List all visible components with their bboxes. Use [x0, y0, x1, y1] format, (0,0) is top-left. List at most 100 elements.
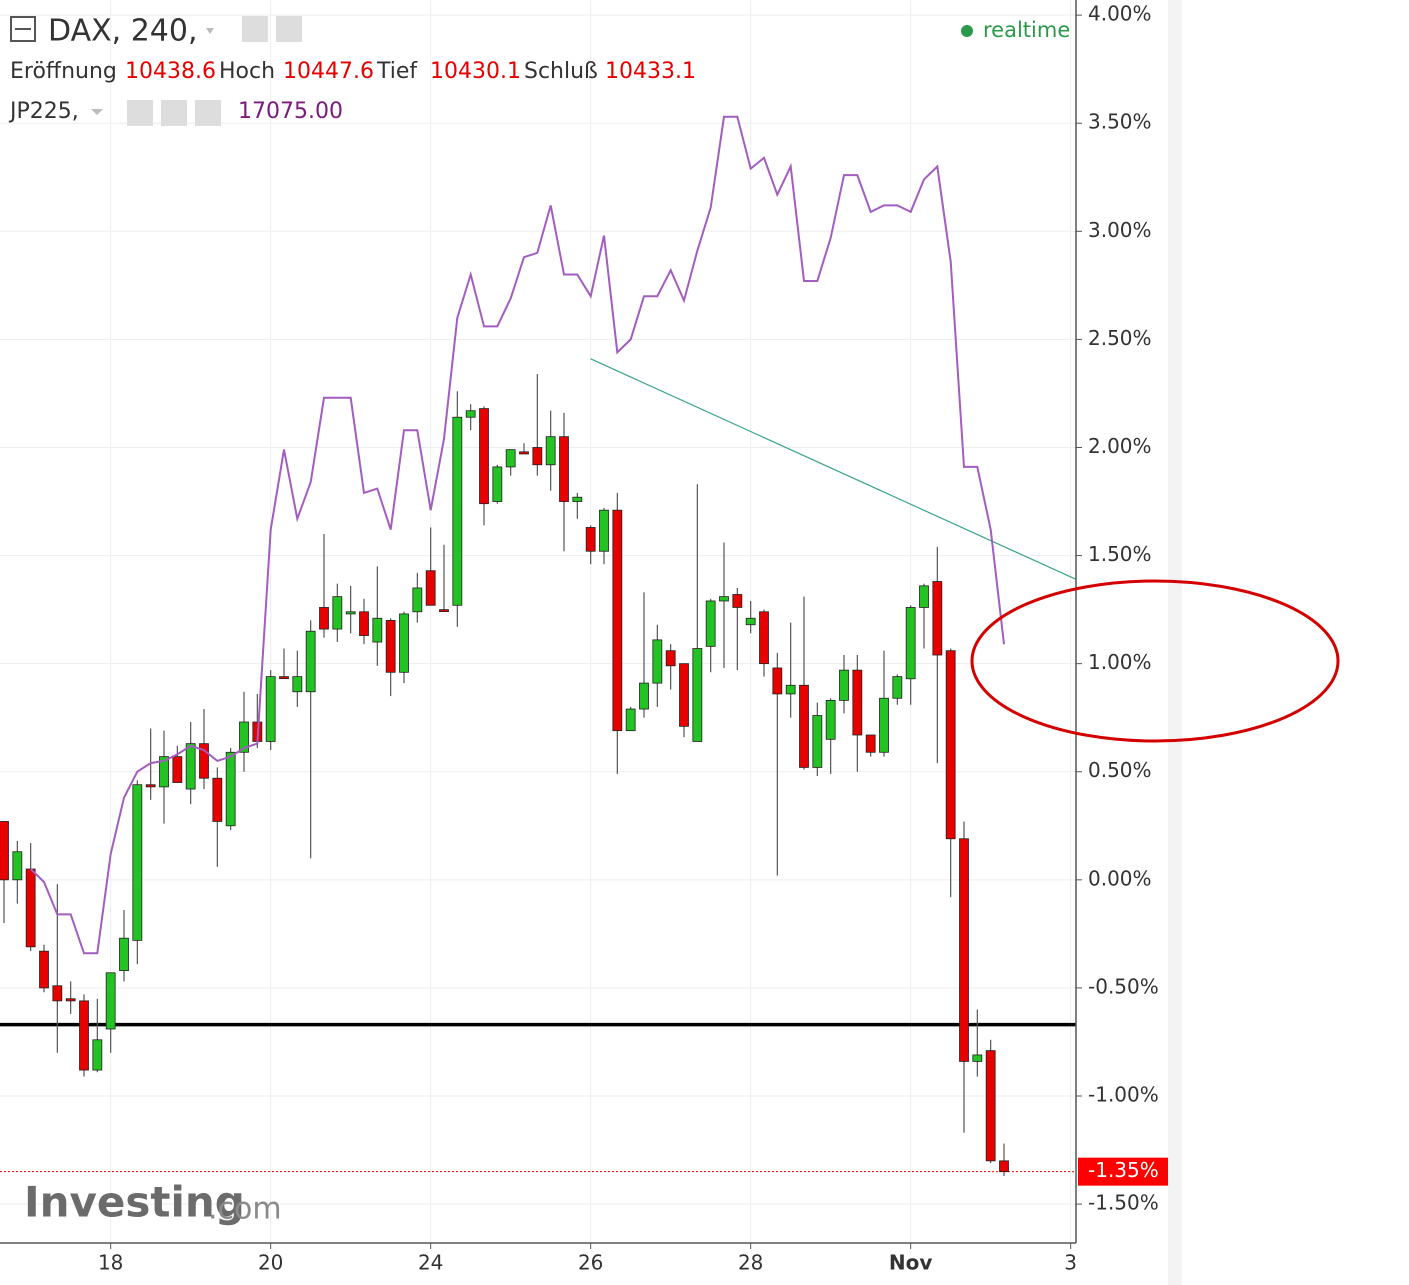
candle-body	[985, 1050, 996, 1162]
candle-body	[639, 682, 649, 710]
candle-body	[92, 1039, 103, 1071]
candle-body	[465, 410, 476, 418]
settings-icon[interactable]	[161, 100, 187, 126]
candle-body	[159, 756, 169, 788]
candle-body	[972, 1054, 983, 1062]
dropdown[interactable]	[206, 28, 214, 34]
candle-body	[759, 611, 769, 665]
y-tick-label: 4.00%	[1088, 2, 1152, 26]
candle-body	[145, 784, 156, 788]
candle-body	[785, 684, 796, 695]
candle-body	[199, 743, 209, 779]
dropdown[interactable]	[91, 109, 103, 115]
candle-body	[372, 617, 383, 643]
logo: Investing	[24, 1178, 245, 1227]
x-tick-label: 20	[258, 1251, 283, 1275]
close-value: 10433.1	[605, 59, 696, 84]
collapse-icon[interactable]	[10, 16, 36, 42]
low-value: 10430.1	[430, 59, 521, 84]
y-tick-label: -1.50%	[1088, 1191, 1159, 1215]
candle-body	[492, 466, 503, 502]
candle-body	[265, 676, 276, 742]
last-value-label: -1.35%	[1088, 1158, 1159, 1182]
symbol: DAX, 240,	[48, 14, 198, 49]
candle-body	[225, 751, 236, 827]
candle-body	[305, 630, 316, 693]
candle-body	[625, 708, 636, 732]
candle-body	[919, 585, 929, 608]
candle-body	[292, 676, 303, 693]
eye-icon[interactable]	[242, 16, 268, 42]
candle-body	[599, 509, 609, 552]
candle-body	[319, 607, 329, 630]
candle-body	[505, 449, 516, 468]
candle-body	[585, 527, 596, 552]
status: realtime	[983, 18, 1070, 42]
candle-body	[105, 972, 116, 1030]
candle-body	[572, 496, 583, 502]
candle-body	[532, 447, 543, 466]
high-label: Hoch	[219, 59, 275, 84]
last-value-badge	[1078, 1157, 1168, 1186]
candle-body	[825, 700, 836, 740]
y-tick-label: 2.00%	[1088, 434, 1152, 458]
candle-body	[212, 777, 223, 822]
candle-body	[865, 734, 876, 753]
candle-body	[479, 408, 489, 505]
candle-body	[705, 600, 716, 647]
candle-body	[452, 416, 463, 606]
y-tick-label: 2.50%	[1088, 326, 1152, 350]
compare-value: 17075.00	[238, 99, 343, 124]
candle-body	[679, 663, 689, 727]
y-tick-label: -0.50%	[1088, 974, 1159, 998]
x-tick-label: 26	[578, 1251, 603, 1275]
settings-icon[interactable]	[276, 16, 302, 42]
trend-line	[590, 358, 1077, 580]
candle-body	[852, 669, 863, 736]
candle-body	[545, 436, 556, 466]
candle-body	[812, 715, 823, 768]
candle-body	[732, 594, 743, 608]
highlight-ellipse	[970, 579, 1340, 743]
y-tick-label: 0.00%	[1088, 866, 1152, 890]
candle-body	[239, 721, 249, 753]
candle-body	[772, 667, 783, 695]
y-tick-label: 3.00%	[1088, 218, 1152, 242]
close-icon[interactable]	[195, 100, 221, 126]
candle-body	[345, 611, 356, 615]
candle-body	[999, 1160, 1009, 1173]
y-tick-label: -1.00%	[1088, 1083, 1159, 1107]
candle-body	[172, 756, 183, 783]
y-tick-label: 1.50%	[1088, 542, 1152, 566]
candle-body	[79, 1000, 89, 1071]
candle-body	[559, 436, 569, 502]
x-tick-label: Nov	[889, 1251, 933, 1275]
candle-body	[25, 868, 36, 948]
candle-body	[692, 648, 703, 742]
high-value: 10447.6	[283, 59, 374, 84]
candle-body	[665, 650, 676, 667]
candle-body	[719, 596, 729, 602]
candle-body	[839, 669, 849, 701]
marks	[0, 115, 1077, 1176]
eye-icon[interactable]	[127, 100, 153, 126]
candle-body	[0, 821, 9, 881]
x-tick-label: 18	[98, 1251, 123, 1275]
candle-body	[932, 581, 943, 656]
candle-body	[12, 851, 23, 881]
close-label: Schluß	[524, 59, 598, 84]
open-label: Eröffnung	[10, 59, 117, 84]
candle-body	[399, 613, 409, 673]
candle-body	[52, 985, 63, 1002]
candle-body	[65, 998, 76, 1002]
candle-body	[652, 639, 663, 684]
candle-body	[385, 620, 396, 673]
overlay-line	[30, 115, 1005, 955]
candle-body	[439, 609, 449, 613]
candle-body	[945, 650, 956, 840]
candle-body	[519, 451, 529, 455]
y-tick-label: 3.50%	[1088, 110, 1152, 134]
side-strip	[1168, 0, 1182, 1285]
